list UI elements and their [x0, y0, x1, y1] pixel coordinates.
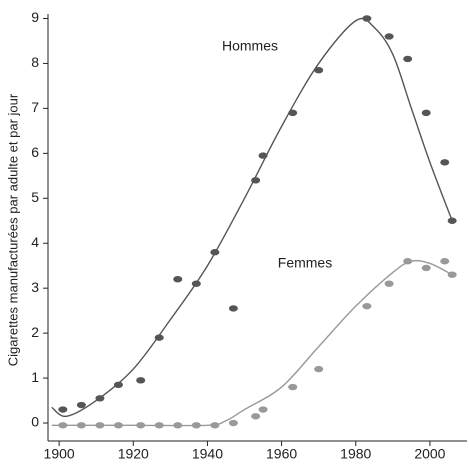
point: [421, 264, 431, 272]
point: [288, 109, 298, 117]
y-axis-label: Cigarettes manufacturées par adulte et p…: [5, 93, 20, 366]
point: [191, 422, 201, 429]
y-tick-label: 6: [31, 144, 39, 160]
x-tick-label: 1960: [266, 446, 297, 461]
point: [362, 15, 372, 22]
y-tick-label: 5: [31, 189, 39, 205]
fit-curve: [51, 17, 453, 417]
y-tick-label: 1: [31, 369, 39, 385]
point: [210, 422, 220, 429]
point: [58, 422, 68, 429]
x-tick-label: 1940: [192, 446, 223, 461]
point: [288, 383, 298, 391]
point: [384, 280, 394, 287]
point: [440, 258, 450, 265]
point: [384, 33, 394, 40]
point: [95, 422, 105, 429]
point: [191, 280, 201, 287]
point: [210, 249, 220, 256]
y-tick-label: 8: [31, 54, 39, 70]
x-tick-label: 1920: [118, 446, 149, 461]
point: [258, 152, 268, 159]
point: [95, 395, 105, 402]
y-tick-label: 9: [31, 9, 39, 25]
point: [403, 258, 413, 265]
x-tick-label: 1900: [44, 446, 75, 461]
point: [314, 66, 324, 74]
point: [136, 422, 146, 429]
y-tick-label: 0: [31, 414, 39, 430]
y-tick-label: 7: [31, 99, 39, 115]
point: [136, 377, 146, 384]
y-tick-label: 4: [31, 234, 39, 250]
point: [440, 159, 450, 166]
y-tick-label: 2: [31, 324, 39, 340]
point: [113, 422, 123, 429]
point: [76, 401, 86, 409]
point: [76, 422, 86, 429]
point: [314, 365, 324, 373]
x-tick-label: 1980: [340, 446, 371, 461]
point: [113, 381, 123, 389]
point: [447, 271, 457, 278]
y-tick-label: 3: [31, 279, 39, 295]
series-label: Femmes: [278, 255, 332, 271]
point: [173, 275, 183, 283]
point: [251, 177, 261, 184]
point: [251, 413, 261, 420]
point: [362, 302, 372, 310]
x-tick-label: 2000: [414, 446, 445, 461]
point: [154, 334, 164, 341]
series-label: Hommes: [222, 38, 278, 54]
point: [228, 305, 238, 312]
point: [421, 109, 431, 117]
point: [447, 217, 457, 224]
point: [403, 55, 413, 63]
point: [154, 422, 164, 429]
point: [173, 422, 183, 429]
point: [258, 406, 268, 413]
point: [58, 406, 68, 413]
point: [228, 419, 238, 427]
